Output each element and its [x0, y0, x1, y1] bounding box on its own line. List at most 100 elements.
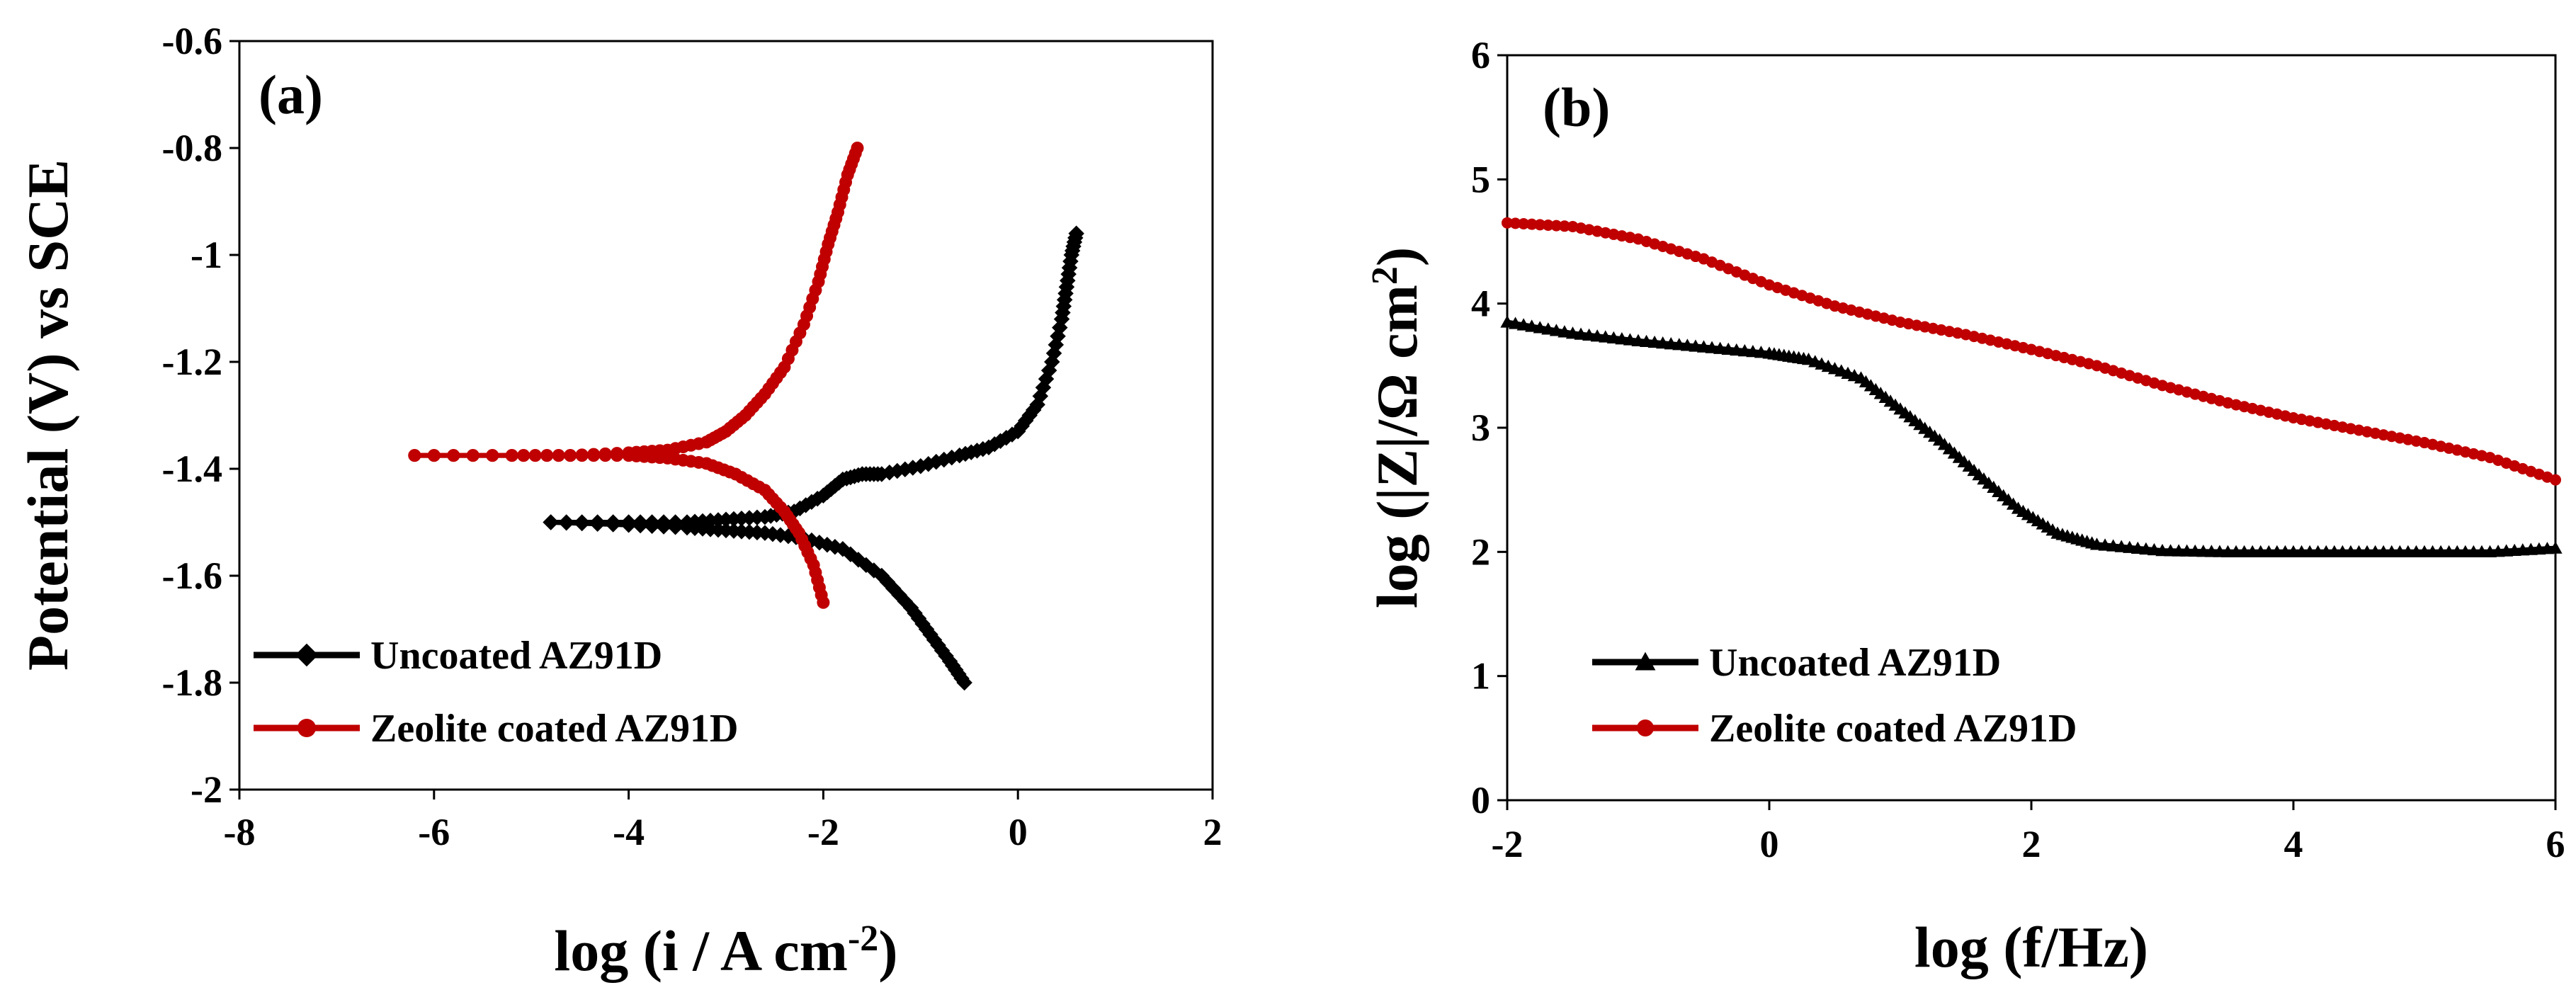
y-tick-label: 4: [1471, 283, 1490, 325]
data-point: [2139, 542, 2153, 555]
data-point: [611, 447, 624, 460]
data-point: [1516, 318, 1531, 331]
data-point: [1631, 334, 1645, 346]
y-tick-label: 0: [1471, 779, 1490, 821]
data-point: [1680, 338, 1694, 351]
x-tick-label: 0: [1009, 811, 1028, 853]
y-axis-title-b: log (|Z|/Ω cm2): [1365, 247, 1429, 608]
data-point: [1533, 321, 1547, 334]
data-point: [2550, 474, 2561, 486]
data-point: [1509, 217, 1521, 229]
series-b: [1500, 217, 2563, 558]
legend-marker: [295, 643, 319, 667]
data-point: [1518, 218, 1530, 230]
data-point: [486, 449, 499, 462]
x-axis-title-b: log (f/Hz): [1914, 915, 2148, 979]
data-point: [1541, 322, 1555, 335]
data-point: [2106, 539, 2121, 552]
data-point: [552, 449, 565, 462]
data-point: [1615, 332, 1629, 345]
data-point: [2548, 541, 2563, 554]
x-tick-label: 4: [2284, 823, 2303, 865]
x-tick-label: 6: [2546, 823, 2565, 865]
data-point: [1526, 218, 1538, 230]
x-tick-label: -6: [418, 811, 450, 853]
data-point: [1557, 325, 1572, 338]
data-point: [1550, 220, 1562, 232]
data-point: [851, 142, 864, 154]
legend-marker: [297, 719, 316, 737]
data-point: [1746, 345, 1760, 358]
x-tick-label: -8: [224, 811, 256, 853]
data-point: [956, 674, 972, 691]
y-tick-label: 3: [1471, 406, 1490, 449]
y-tick-label: 1: [1471, 655, 1490, 698]
data-point: [564, 449, 577, 462]
data-point: [1502, 217, 1513, 229]
panel-a: -8 -6 -4 -2 0 2 -2 -1.8 -1.6 -1.4 -1.2 -1 -0.8 -0.6 (…: [16, 20, 1222, 983]
legend-a: Uncoated AZ91D Zeolite coated AZ91D: [254, 634, 738, 751]
legend-label: Uncoated AZ91D: [1709, 641, 2001, 685]
data-point: [1500, 315, 1514, 328]
series-a: [408, 142, 1084, 691]
data-point: [1696, 340, 1711, 353]
data-point: [427, 449, 441, 462]
data-point: [2089, 537, 2104, 550]
data-point: [598, 447, 612, 460]
y-tick-label: -2: [191, 768, 222, 811]
data-point: [1068, 225, 1084, 242]
data-point: [1713, 341, 1727, 354]
data-point: [1542, 219, 1554, 231]
y-tick-label: 2: [1471, 530, 1490, 573]
data-point: [620, 514, 637, 530]
data-point: [1599, 330, 1613, 343]
data-point: [1525, 319, 1539, 332]
legend-b: Uncoated AZ91D Zeolite coated AZ91D: [1592, 641, 2077, 751]
data-point: [408, 449, 421, 462]
data-point: [1574, 327, 1588, 340]
data-point: [1689, 339, 1703, 352]
x-tick-label: -2: [1492, 823, 1524, 865]
x-tick-label: 2: [2022, 823, 2041, 865]
data-point: [2098, 538, 2112, 551]
x-tick-label: 2: [1203, 811, 1222, 853]
data-point: [543, 514, 559, 530]
data-point: [1606, 331, 1621, 344]
data-point: [1656, 336, 1670, 349]
data-point: [466, 449, 480, 462]
y-tick-label: 5: [1471, 158, 1490, 200]
panel-label-a: (a): [259, 64, 323, 125]
y-tick-label: -1.2: [162, 341, 222, 383]
data-point: [1639, 334, 1654, 348]
data-point: [1672, 338, 1686, 351]
y-axis-title-a: Potential (V) vs SCE: [16, 159, 80, 671]
data-point: [667, 514, 683, 530]
plot-area-b: [1506, 54, 2557, 802]
data-point: [528, 449, 542, 462]
data-point: [1558, 220, 1570, 232]
x-tick-label: -2: [807, 811, 839, 853]
data-point: [710, 521, 727, 538]
data-point: [1549, 324, 1563, 336]
data-point: [1534, 219, 1546, 231]
data-point: [1565, 326, 1580, 339]
legend-label: Zeolite coated AZ91D: [1709, 707, 2077, 751]
legend-label: Zeolite coated AZ91D: [370, 707, 738, 751]
data-point: [1647, 335, 1662, 348]
y-tick-label: -1.4: [162, 448, 222, 490]
data-point: [644, 514, 660, 530]
data-point: [2123, 540, 2137, 553]
data-point: [447, 449, 460, 462]
data-point: [817, 596, 830, 609]
data-point: [1582, 328, 1596, 341]
y-tick-label: -1.8: [162, 661, 222, 704]
data-point: [574, 514, 590, 530]
data-point: [1737, 343, 1752, 357]
data-point: [1590, 329, 1604, 342]
data-point: [1705, 341, 1719, 353]
data-point: [710, 512, 727, 528]
y-tick-label: -1.6: [162, 554, 222, 597]
data-point: [1508, 317, 1523, 329]
